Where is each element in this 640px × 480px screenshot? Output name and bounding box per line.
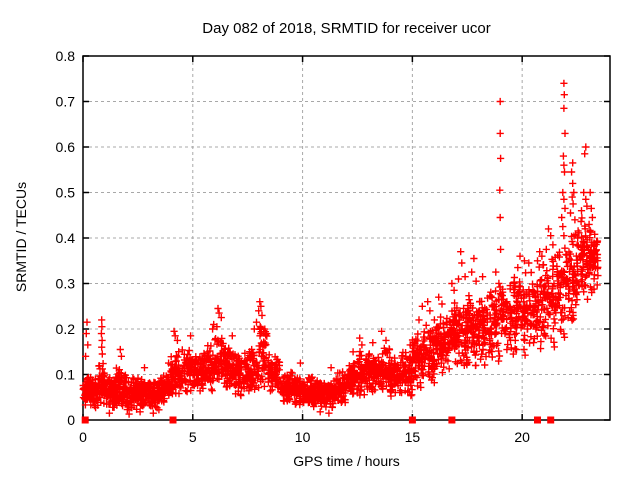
gridlines xyxy=(83,56,610,420)
y-tick-label: 0.7 xyxy=(56,94,76,110)
x-tick-label: 20 xyxy=(514,429,530,445)
scatter-points xyxy=(79,79,602,418)
flag-point xyxy=(448,416,456,424)
flag-point xyxy=(547,416,555,424)
x-tick-label: 15 xyxy=(405,429,421,445)
chart-title: Day 082 of 2018, SRMTID for receiver uco… xyxy=(202,20,491,37)
y-tick-label: 0.4 xyxy=(56,230,76,246)
y-tick-label: 0 xyxy=(67,412,75,428)
y-tick-label: 0.5 xyxy=(56,185,76,201)
x-tick-label: 10 xyxy=(295,429,311,445)
y-tick-label: 0.3 xyxy=(56,276,76,292)
y-tick-label: 0.2 xyxy=(56,321,76,337)
x-tick-label: 5 xyxy=(189,429,197,445)
x-axis-label: GPS time / hours xyxy=(293,453,400,469)
x-tick-label: 0 xyxy=(79,429,87,445)
flag-point xyxy=(534,416,541,424)
y-tick-label: 0.1 xyxy=(56,367,76,383)
y-tick-label: 0.8 xyxy=(56,48,76,64)
flag-point xyxy=(408,416,416,424)
flag-point xyxy=(81,416,89,424)
y-tick-label: 0.6 xyxy=(56,139,76,155)
flag-point xyxy=(169,416,177,424)
y-axis-label: SRMTID / TECUs xyxy=(13,181,29,293)
